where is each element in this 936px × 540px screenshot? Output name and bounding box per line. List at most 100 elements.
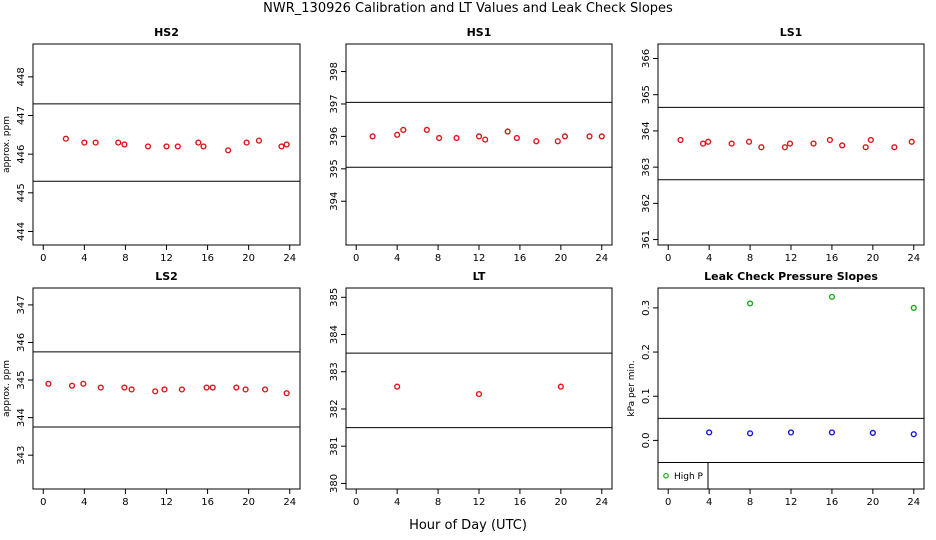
x-tick-label: 8 [435,497,441,508]
data-point [152,388,159,395]
x-tick-label: 4 [394,497,400,508]
data-point [45,380,52,387]
y-tick-label: 0.3 [641,300,652,316]
y-tick-label: 446 [16,145,27,164]
legend-box [657,461,709,490]
data-point [128,386,135,393]
data-point [728,140,735,147]
y-tick-label: 364 [641,121,652,140]
common-x-axis-label: Hour of Day (UTC) [409,518,527,533]
x-tick-label: 24 [907,253,920,264]
data-point [746,300,754,307]
data-point [178,386,186,393]
y-tick-label: 365 [641,85,652,104]
plot-frame [345,287,613,490]
data-point [908,138,915,145]
x-tick-label: 12 [160,497,173,508]
x-tick-label: 4 [706,253,712,264]
data-point [891,144,898,151]
data-point [706,429,713,436]
x-tick-label: 0 [353,253,359,264]
y-tick-label: 382 [329,399,340,418]
x-tick-label: 16 [514,253,527,264]
panel-title: LT [473,270,486,283]
y-tick-label: 398 [329,62,340,81]
y-tick-label: 396 [329,127,340,146]
x-tick-label: 24 [283,253,296,264]
data-point [121,141,128,148]
data-point [867,136,874,144]
x-tick-label: 12 [785,253,798,264]
x-tick-label: 8 [747,497,753,508]
x-tick-label: 8 [122,497,128,508]
plot-frame [657,287,925,490]
x-tick-label: 16 [201,497,214,508]
x-tick-label: 0 [665,253,671,264]
x-tick-label: 8 [747,253,753,264]
y-axis-label: approx. ppm [2,116,12,173]
data-point [828,293,836,300]
data-point [746,430,754,437]
data-point [482,136,489,143]
x-tick-label: 8 [122,253,128,264]
y-axis-label: approx. ppm [2,360,12,417]
data-point [62,135,69,142]
x-tick-label: 0 [40,497,46,508]
data-point [745,138,753,145]
figure-title: NWR_130926 Calibration and LT Values and… [263,1,673,16]
data-point [423,126,430,134]
data-point [839,142,846,149]
x-tick-label: 20 [866,497,879,508]
panel-title: Leak Check Pressure Slopes [704,270,878,283]
data-point [163,143,170,150]
data-point [225,147,232,154]
data-point [161,386,168,393]
data-point [513,134,520,142]
data-point [394,383,401,390]
data-point [786,140,794,147]
y-tick-label: 384 [329,325,340,344]
panel-title: HS2 [154,26,179,39]
y-tick-label: 381 [329,437,340,456]
data-point [242,386,249,393]
y-tick-label: 0.1 [641,388,652,404]
x-tick-label: 0 [40,253,46,264]
y-tick-label: 344 [16,408,27,427]
data-point [233,384,240,391]
data-point [195,139,202,146]
x-tick-label: 20 [554,253,567,264]
data-point [453,134,460,142]
data-point [68,382,76,389]
legend-marker [663,472,669,479]
x-tick-label: 12 [473,253,486,264]
data-point [910,431,917,438]
data-point [504,128,511,135]
data-point [781,144,788,151]
data-point [787,429,795,436]
data-point [174,143,181,150]
panel-title: HS1 [467,26,492,39]
x-tick-label: 20 [554,497,567,508]
x-tick-label: 24 [907,497,920,508]
x-tick-label: 4 [394,253,400,264]
y-tick-label: 380 [329,474,340,493]
data-point [554,138,561,145]
x-tick-label: 4 [706,497,712,508]
data-point [436,134,443,142]
y-tick-label: 0.0 [641,432,652,448]
data-point [475,133,483,140]
x-tick-label: 16 [826,497,839,508]
data-point [115,139,122,146]
x-tick-label: 20 [242,497,255,508]
x-tick-label: 8 [435,253,441,264]
data-point [910,304,917,311]
data-point [394,131,401,138]
data-point [400,126,407,134]
x-tick-label: 16 [201,253,214,264]
x-tick-label: 20 [242,253,255,264]
data-point [826,136,833,144]
data-point [81,139,88,146]
plot-frame [657,43,925,246]
data-point [255,137,263,144]
